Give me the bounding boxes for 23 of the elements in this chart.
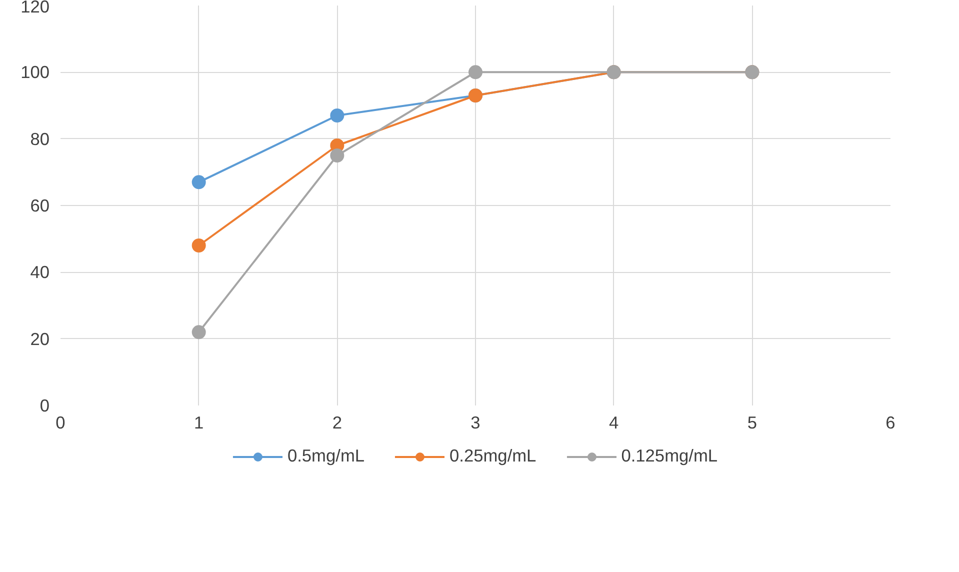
x-tick-label: 5: [747, 412, 757, 432]
legend-label: 0.125mg/mL: [621, 446, 718, 466]
x-tick-label: 2: [332, 412, 342, 432]
y-tick-label: 80: [30, 128, 50, 149]
point: [468, 65, 482, 80]
y-tick-label: 120: [20, 0, 50, 16]
x-tick-label: 3: [470, 412, 480, 432]
x-tick-label: 4: [609, 412, 620, 432]
y-tick-label: 40: [30, 262, 50, 282]
y-tick-label: 100: [20, 62, 50, 82]
x-tick-label: 0: [56, 412, 66, 432]
point: [192, 175, 206, 190]
legend-label: 0.5mg/mL: [287, 446, 365, 466]
y-tick-label: 60: [30, 196, 50, 216]
x-tick-label: 6: [886, 412, 896, 432]
x-tick-label: 1: [194, 412, 204, 432]
legend-label: 0.25mg/mL: [450, 446, 536, 466]
point: [330, 108, 344, 122]
point: [192, 238, 206, 252]
point: [330, 148, 344, 162]
point: [192, 325, 206, 340]
y-tick-label: 0: [40, 396, 50, 416]
y-tick-label: 20: [30, 328, 50, 349]
